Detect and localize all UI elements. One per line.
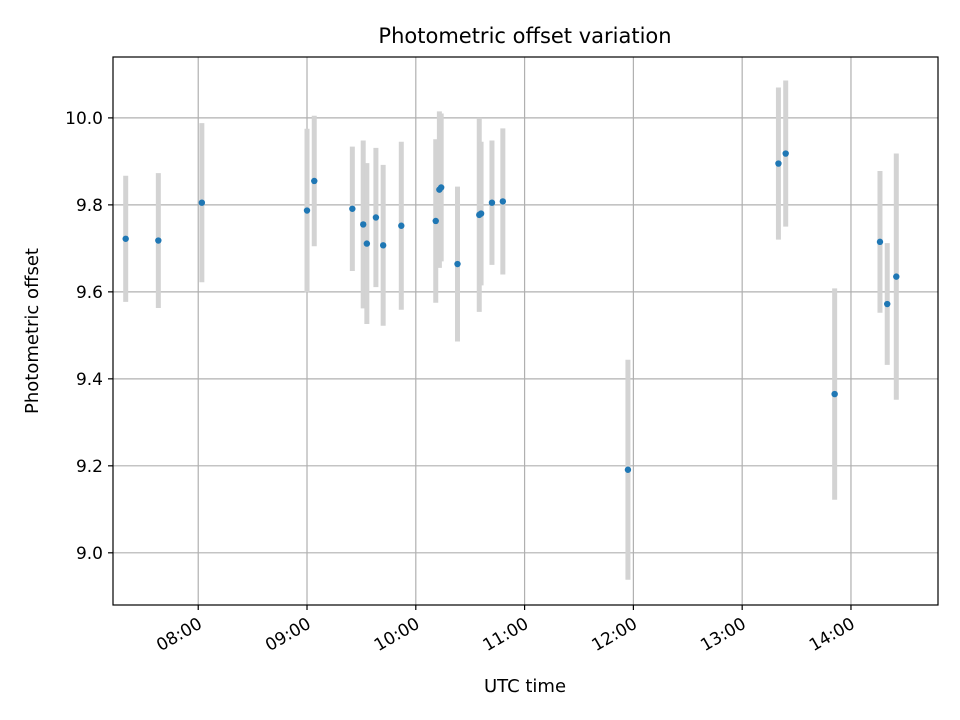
data-point — [303, 207, 311, 214]
data-point — [499, 198, 507, 205]
y-tick-label: 9.2 — [76, 457, 103, 477]
y-tick-label: 9.4 — [76, 370, 103, 390]
data-point — [432, 217, 439, 225]
data-points — [122, 150, 900, 473]
data-point — [198, 199, 206, 206]
data-point — [876, 238, 884, 246]
data-point — [831, 390, 838, 398]
grid — [113, 57, 938, 605]
data-point — [437, 184, 445, 191]
data-point — [477, 210, 485, 217]
y-axis-title: Photometric offset — [22, 248, 43, 414]
plot-area — [112, 56, 939, 606]
data-point — [122, 235, 129, 242]
data-point — [379, 242, 387, 249]
x-axis-title: UTC time — [484, 676, 566, 697]
data-point — [488, 199, 496, 206]
y-axis: 9.0 9.2 9.4 9.6 9.8 10.0 — [65, 109, 113, 564]
data-point — [884, 300, 891, 308]
data-point — [311, 177, 318, 185]
chart-title: Photometric offset variation — [378, 24, 671, 48]
y-tick-label: 10.0 — [65, 109, 103, 129]
data-point — [775, 160, 782, 167]
y-tick-label: 9.8 — [76, 196, 103, 216]
data-point — [363, 240, 371, 247]
y-tick-label: 9.0 — [76, 544, 103, 564]
data-point — [454, 260, 461, 268]
data-point — [360, 221, 367, 228]
y-tick-label: 9.6 — [76, 283, 103, 303]
data-point — [398, 222, 405, 229]
data-point — [155, 237, 162, 244]
data-point — [372, 214, 380, 221]
data-point — [624, 466, 632, 473]
data-point — [349, 205, 356, 212]
data-point — [893, 273, 900, 280]
data-point — [782, 150, 789, 157]
